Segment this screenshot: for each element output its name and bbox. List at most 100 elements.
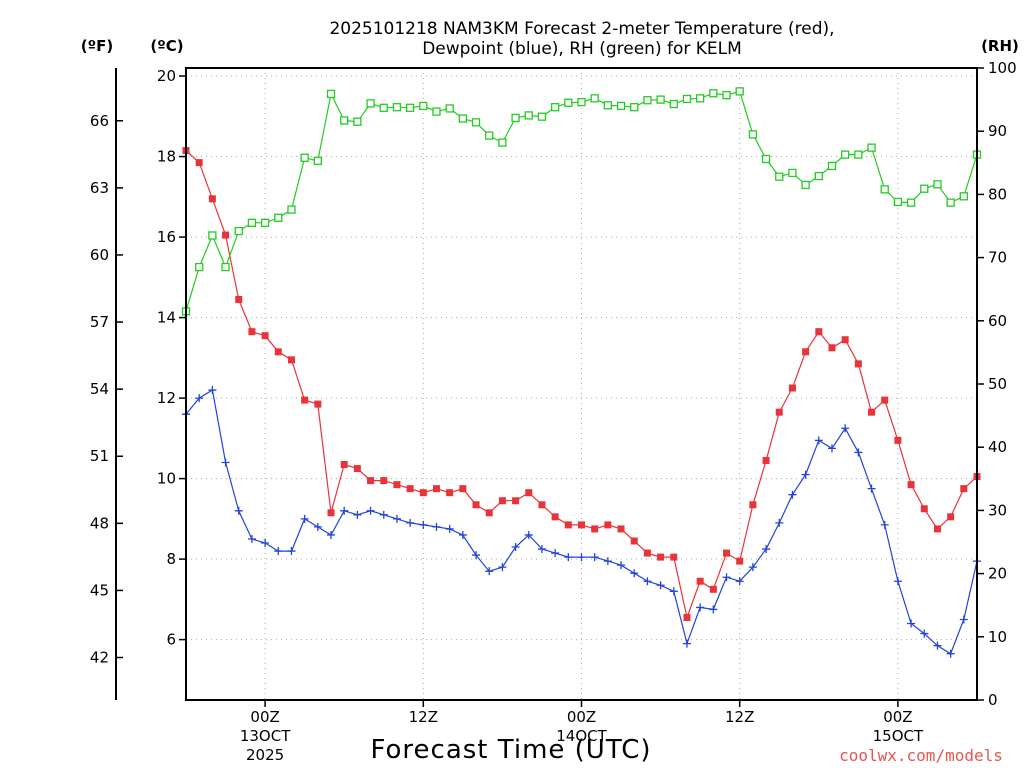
time-tick-date: 13OCT [240, 727, 291, 745]
temperature-point [841, 336, 849, 344]
fahrenheit-axis-ticks: 42 45 48 51 54 57 60 63 66 [90, 112, 123, 667]
rh-tick-label: 40 [988, 438, 1007, 456]
temperature-point [920, 505, 928, 513]
credit-text: coolwx.com/models [839, 746, 1003, 765]
time-tick-label: 00Z [883, 708, 912, 726]
rh-point [590, 94, 599, 103]
rh-tick-label: 50 [988, 375, 1007, 393]
dewpoint-point [682, 639, 691, 648]
rh-point [748, 130, 758, 139]
dewpoint-point [735, 577, 744, 586]
rh-tick-label: 90 [988, 122, 1007, 140]
temperature-point [907, 481, 915, 489]
temperature-point [723, 549, 731, 557]
dewpoint-point [366, 506, 375, 515]
temperature-point [353, 465, 361, 473]
rh-unit-label: (RH) [981, 37, 1019, 55]
rh-point [524, 111, 533, 120]
rh-tick-label: 80 [988, 185, 1007, 203]
dewpoint-point [551, 549, 560, 558]
temperature-point [525, 489, 533, 497]
rh-point [761, 154, 771, 164]
temperature-point [802, 348, 810, 356]
dewpoint-point [762, 545, 771, 554]
temperature-point [630, 537, 638, 545]
rh-point [419, 101, 428, 111]
dewpoint-point [445, 524, 454, 533]
temperature-point [287, 356, 295, 364]
rh-point [537, 112, 547, 121]
dewpoint-point [854, 448, 863, 457]
dewpoint-point [643, 577, 652, 586]
rh-point [788, 168, 797, 178]
temperature-point [222, 231, 230, 239]
dewpoint-point [498, 563, 507, 572]
temperature-point [617, 525, 625, 533]
rh-point [854, 150, 863, 159]
dewpoint-point [841, 424, 850, 433]
temperature-point [709, 585, 717, 593]
temperature-point [933, 525, 941, 533]
fahrenheit-tick-label: 54 [90, 380, 109, 398]
dewpoint-point [432, 522, 441, 531]
dewpoint-point [814, 436, 823, 445]
dewpoint-point [933, 641, 942, 650]
temperature-point [947, 513, 955, 521]
rh-point [709, 89, 718, 98]
temperature-point [380, 477, 388, 485]
celsius-unit-label: (ºC) [150, 37, 183, 55]
rh-point [300, 153, 309, 162]
fahrenheit-tick-label: 60 [90, 246, 109, 264]
dewpoint-point [827, 444, 836, 453]
time-tick-date: 14OCT [556, 727, 607, 745]
dewpoint-point [867, 484, 876, 493]
rh-tick-label: 60 [988, 312, 1007, 330]
rh-point [841, 150, 850, 159]
series-layer [181, 87, 982, 658]
dewpoint-point [313, 522, 322, 531]
dewpoint-point [893, 577, 902, 586]
dewpoint-point [959, 615, 968, 624]
rh-point [260, 218, 270, 227]
rh-point [616, 101, 626, 111]
dewpoint-point [907, 619, 916, 628]
rh-tick-label: 10 [988, 628, 1007, 646]
dewpoint-point [379, 510, 388, 519]
rh-point [195, 262, 204, 272]
celsius-tick-label: 14 [157, 309, 176, 327]
rh-point [643, 96, 652, 105]
rh-point [432, 107, 441, 116]
temperature-point [248, 328, 256, 336]
fahrenheit-tick-label: 63 [90, 179, 109, 197]
dewpoint-point [458, 530, 467, 539]
temperature-point [643, 549, 651, 557]
rh-point [511, 113, 520, 123]
rh-point [933, 180, 942, 189]
chart-title-line1: 2025101218 NAM3KM Forecast 2-meter Tempe… [329, 19, 834, 39]
temperature-point [683, 613, 691, 621]
dewpoint-point [221, 458, 230, 467]
rh-point [564, 98, 573, 107]
temperature-point [327, 509, 335, 517]
celsius-tick-label: 18 [157, 148, 176, 166]
rh-point [946, 198, 955, 207]
temperature-point [854, 360, 862, 368]
celsius-tick-label: 8 [166, 550, 176, 568]
fahrenheit-tick-label: 48 [90, 514, 109, 532]
temperature-point [868, 408, 876, 416]
celsius-tick-label: 6 [166, 631, 176, 649]
rh-tick-label: 30 [988, 501, 1007, 519]
rh-point [959, 192, 968, 201]
rh-point [313, 156, 322, 166]
celsius-tick-label: 10 [157, 470, 176, 488]
dewpoint-point [946, 649, 955, 658]
fahrenheit-tick-label: 51 [90, 447, 109, 465]
dewpoint-point [630, 569, 639, 578]
temperature-point [881, 396, 889, 404]
rh-point [208, 231, 217, 240]
series-relative-humidity [181, 87, 982, 316]
celsius-axis-ticks: 6 8 10 12 14 16 18 20 [157, 67, 186, 649]
rh-axis-ticks: 0 10 20 30 40 50 60 70 80 90 100 [977, 59, 1017, 709]
temperature-point [406, 485, 414, 493]
rh-tick-label: 100 [988, 59, 1017, 77]
